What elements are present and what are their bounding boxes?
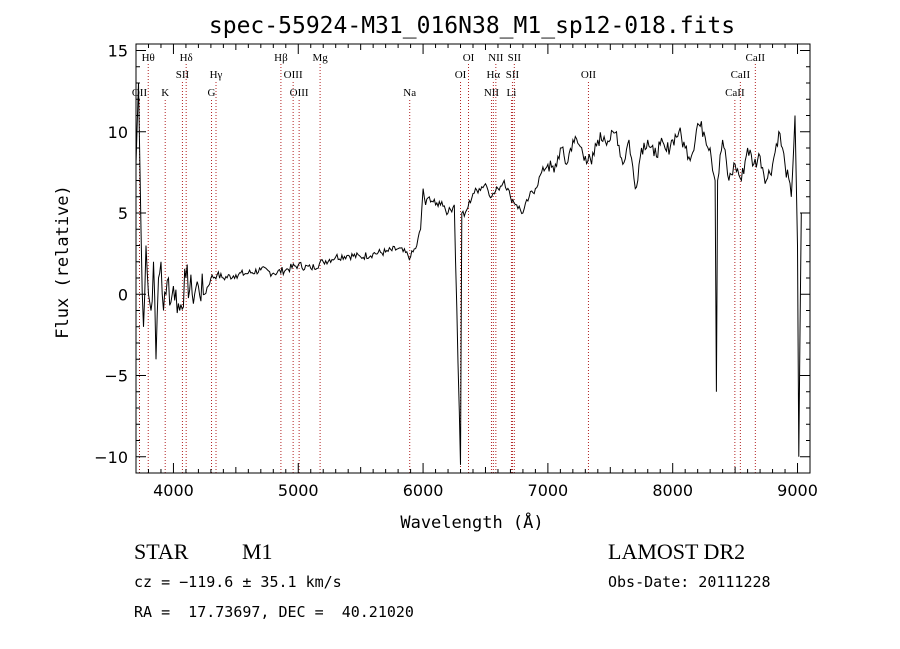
spectral-line-label: Hθ (142, 52, 155, 64)
plot-frame (135, 43, 811, 474)
spectrum-line (135, 82, 802, 465)
redshift-velocity: cz = −119.6 ± 35.1 km/s (134, 573, 342, 591)
chart-title: spec-55924-M31_016N38_M1_sp12-018.fits (209, 13, 735, 39)
x-tick-label: 8000 (652, 481, 693, 500)
spectral-line-label: Li (507, 87, 517, 99)
observation-date: Obs-Date: 20111228 (608, 573, 771, 591)
spectral-line-label: CaII (746, 52, 766, 64)
y-axis-label: Flux (relative) (53, 185, 73, 339)
spectral-line-label: OI (455, 69, 467, 81)
spectral-line-markers (138, 64, 756, 473)
y-tick-label: 15 (108, 42, 128, 61)
spectral-line-label: Mg (312, 52, 328, 64)
y-tick-label: −10 (94, 448, 128, 467)
survey-name: LAMOST DR2 (608, 539, 746, 564)
x-tick-label: 5000 (278, 481, 319, 500)
spectral-line-label: SII (176, 69, 190, 81)
spectral-line-label: G (208, 87, 216, 99)
y-tick-label: 0 (118, 285, 128, 304)
spectral-line-label: Hα (486, 69, 500, 81)
spectral-line-label: SII (506, 69, 520, 81)
spectral-line-label: OIII (290, 87, 309, 99)
spectral-line-label: SII (508, 52, 522, 64)
x-tick-label: 7000 (528, 481, 569, 500)
y-tick-label: −5 (104, 367, 128, 386)
spectral-line-label: OII (132, 87, 148, 99)
spectral-line-label: K (161, 87, 169, 99)
spectral-line-label: CaII (731, 69, 751, 81)
x-tick-label: 4000 (153, 481, 194, 500)
spectral-line-label: NII (488, 52, 504, 64)
spectral-line-label: OII (581, 69, 597, 81)
spectral-line-label: NII (484, 87, 500, 99)
spectral-line-labels: Hθ OII K Hδ SII Hγ G Hβ OIII OIII Mg Na OI OI NII Hα NII… (132, 52, 766, 99)
object-type: STAR (134, 539, 189, 564)
spectral-line-label: CaII (725, 87, 745, 99)
y-axis-ticks: −10 −5 0 5 10 15 (94, 42, 810, 467)
coordinates: RA = 17.73697, DEC = 40.21020 (134, 603, 414, 621)
spectral-line-label: Hδ (180, 52, 193, 64)
spectral-line-label: OI (463, 52, 475, 64)
object-subclass: M1 (242, 539, 273, 564)
x-axis-ticks: 4000 5000 6000 7000 8000 9000 (147, 44, 818, 500)
spectral-line-label: OIII (284, 69, 303, 81)
x-tick-label: 6000 (403, 481, 444, 500)
x-axis-label: Wavelength (Å) (400, 511, 543, 533)
x-tick-label: 9000 (777, 481, 818, 500)
y-tick-label: 5 (118, 204, 128, 223)
y-tick-label: 10 (108, 123, 128, 142)
spectral-line-label: Na (403, 87, 416, 99)
spectral-line-label: Hβ (274, 52, 288, 64)
spectral-line-label: Hγ (210, 69, 223, 81)
